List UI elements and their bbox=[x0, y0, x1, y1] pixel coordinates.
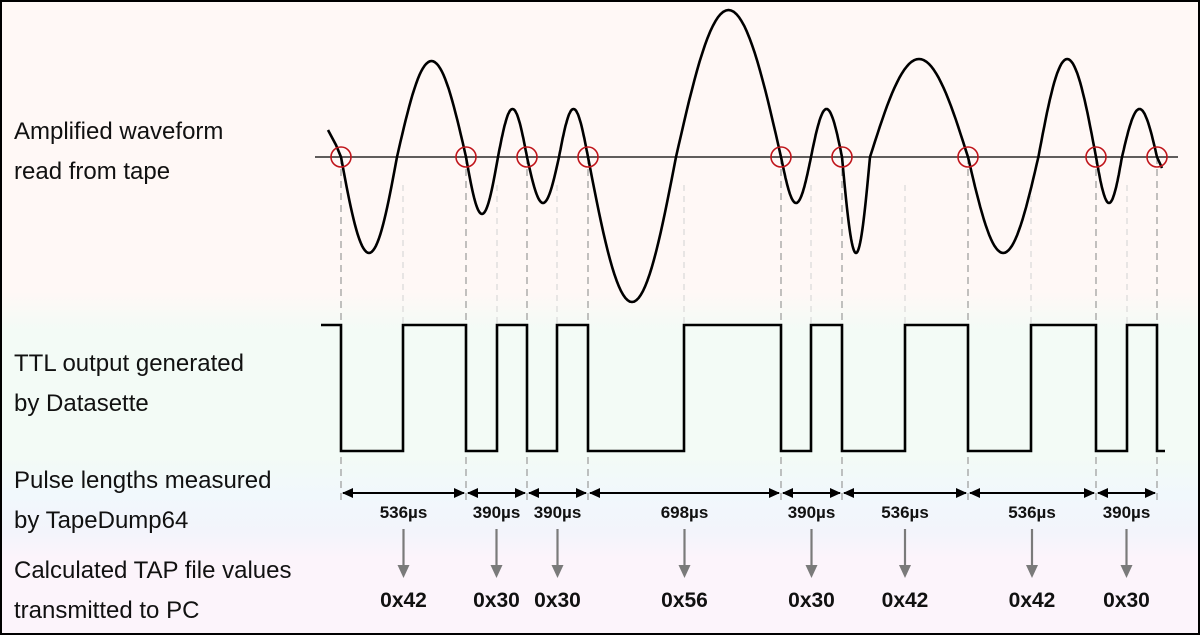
tap-row-label: Calculated TAP file values transmitted t… bbox=[14, 551, 292, 631]
zero-crossing-marker-6 bbox=[957, 146, 979, 168]
arrowhead-left-icon bbox=[589, 488, 600, 498]
tap-value-label: 0x30 bbox=[1103, 589, 1150, 612]
arrowhead-left-icon bbox=[1097, 488, 1108, 498]
pulse-duration-label: 536µs bbox=[1008, 503, 1056, 522]
arrowhead-right-icon bbox=[1145, 488, 1156, 498]
ttl-label-line-1: TTL output generated bbox=[14, 350, 244, 377]
tap-value-label: 0x30 bbox=[788, 589, 835, 612]
arrowhead-left-icon bbox=[969, 488, 980, 498]
zero-crossing-marker-5 bbox=[831, 146, 853, 168]
zero-crossing-marker-4 bbox=[770, 146, 792, 168]
arrowhead-right-icon bbox=[830, 488, 841, 498]
pulse-duration-label: 390µs bbox=[473, 503, 521, 522]
tap-label-line-2: transmitted to PC bbox=[14, 597, 200, 624]
tap-value-label: 0x42 bbox=[380, 589, 427, 612]
ttl-row-label: TTL output generated by Datasette bbox=[14, 344, 244, 424]
zero-crossing-marker-8 bbox=[1146, 146, 1168, 168]
arrow-down-icon bbox=[678, 565, 691, 578]
zero-crossing-marker-1 bbox=[455, 146, 477, 168]
zero-crossing-marker-0 bbox=[330, 146, 352, 168]
tap-value-label: 0x42 bbox=[1009, 589, 1056, 612]
ttl-signal bbox=[321, 323, 1165, 453]
tap-value-label: 0x42 bbox=[882, 589, 929, 612]
arrowhead-right-icon bbox=[769, 488, 780, 498]
ttl-square-wave bbox=[321, 323, 1165, 453]
pulse-duration-label: 698µs bbox=[661, 503, 709, 522]
waveform-label-line-1: Amplified waveform bbox=[14, 118, 224, 145]
arrow-down-icon bbox=[397, 565, 410, 578]
arrowhead-right-icon bbox=[1084, 488, 1095, 498]
pulse-6: 536µs 0x42 bbox=[969, 488, 1095, 612]
pulse-2: 390µs 0x30 bbox=[528, 488, 587, 612]
arrow-down-icon bbox=[551, 565, 564, 578]
pulse-4: 390µs 0x30 bbox=[782, 488, 841, 612]
pulse-row-label: Pulse lengths measured by TapeDump64 bbox=[14, 461, 271, 541]
arrow-down-icon bbox=[1026, 565, 1038, 578]
arrowhead-right-icon bbox=[515, 488, 526, 498]
arrowhead-right-icon bbox=[576, 488, 587, 498]
waveform-curve bbox=[326, 8, 1164, 304]
pulse-5: 536µs 0x42 bbox=[843, 488, 967, 612]
waveform-plot bbox=[315, 8, 1178, 304]
pulse-duration-label: 536µs bbox=[881, 503, 929, 522]
arrowhead-left-icon bbox=[342, 488, 353, 498]
arrow-down-icon bbox=[899, 565, 911, 578]
pulse-1: 390µs 0x30 bbox=[467, 488, 526, 612]
waveform-label-line-2: read from tape bbox=[14, 158, 171, 185]
zero-crossing-marker-2 bbox=[516, 146, 538, 168]
pulse-duration-label: 536µs bbox=[380, 503, 428, 522]
arrowhead-left-icon bbox=[467, 488, 478, 498]
pulse-duration-label: 390µs bbox=[1103, 503, 1151, 522]
zero-crossing-marker-3 bbox=[577, 146, 599, 168]
arrow-down-icon bbox=[805, 565, 818, 578]
pulse-3: 698µs 0x56 bbox=[589, 488, 780, 612]
tap-value-label: 0x56 bbox=[661, 589, 708, 612]
arrowhead-left-icon bbox=[843, 488, 854, 498]
zero-crossing-marker-7 bbox=[1085, 146, 1107, 168]
arrowhead-right-icon bbox=[956, 488, 967, 498]
pulse-0: 536µs 0x42 bbox=[342, 488, 465, 612]
pulse-duration-label: 390µs bbox=[534, 503, 582, 522]
arrowhead-left-icon bbox=[528, 488, 539, 498]
tap-value-label: 0x30 bbox=[534, 589, 581, 612]
pulse-7: 390µs 0x30 bbox=[1097, 488, 1156, 612]
arrow-down-icon bbox=[490, 565, 503, 578]
arrowhead-right-icon bbox=[454, 488, 465, 498]
arrowhead-left-icon bbox=[782, 488, 793, 498]
ttl-label-line-2: by Datasette bbox=[14, 390, 149, 417]
pulse-label-line-1: Pulse lengths measured bbox=[14, 467, 272, 494]
waveform-row-label: Amplified waveform read from tape bbox=[14, 112, 223, 192]
tap-label-line-1: Calculated TAP file values bbox=[14, 557, 292, 584]
arrow-down-icon bbox=[1120, 565, 1133, 578]
pulse-measurements: 536µs 0x42 390µs 0x30 390µs 0x30 698µs 0x56 390µ… bbox=[342, 488, 1156, 612]
pulse-duration-label: 390µs bbox=[788, 503, 836, 522]
tap-value-label: 0x30 bbox=[473, 589, 520, 612]
pulse-label-line-2: by TapeDump64 bbox=[14, 507, 189, 534]
